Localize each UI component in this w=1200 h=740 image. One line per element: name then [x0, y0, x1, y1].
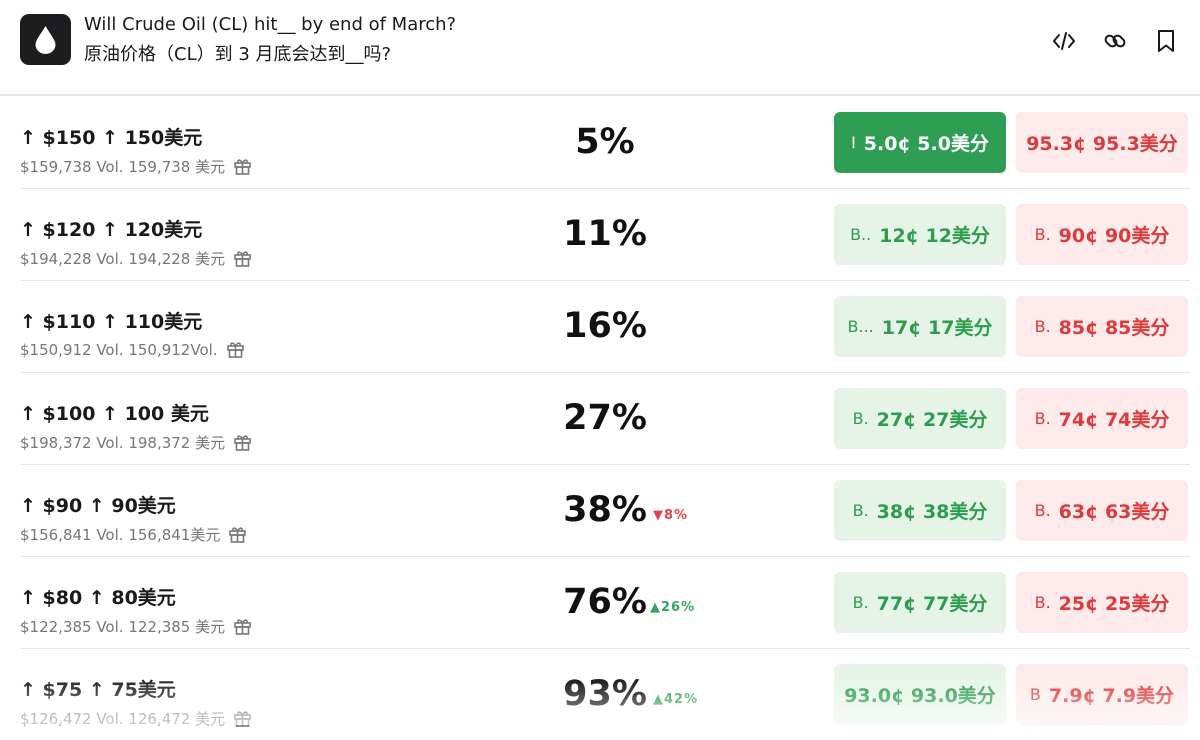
buy-yes-prefix: B. — [852, 409, 869, 428]
market-row[interactable]: ↑ $100 ↑ 100 美元 $198,372 Vol. 198,372 美元… — [20, 372, 1190, 465]
strike-label: ↑ $90 ↑ 90美元 — [20, 495, 176, 517]
buy-yes-prefix: B. — [852, 593, 869, 612]
buy-yes-price: 12¢ 12美分 — [879, 225, 990, 247]
buy-yes-prefix: I — [851, 133, 856, 152]
strike-label: ↑ $100 ↑ 100 美元 — [20, 403, 209, 425]
market-row[interactable]: ↑ $110 ↑ 110美元 $150,912 Vol. 150,912Vol.… — [20, 280, 1190, 373]
buy-yes-button[interactable]: B. 27¢ 27美分 — [834, 388, 1006, 449]
buy-no-button[interactable]: B 7.9¢ 7.9美分 — [1016, 664, 1188, 725]
buy-yes-price: 17¢ 17美分 — [881, 317, 993, 339]
volume-text: $150,912 Vol. 150,912Vol. — [20, 340, 245, 359]
buy-no-button[interactable]: B. 90¢ 90美分 — [1016, 204, 1188, 265]
buy-no-price: 85¢ 85美分 — [1058, 317, 1170, 339]
market-title-translation: 原油价格（CL）到 3 月底会达到__吗? — [84, 44, 392, 65]
oil-drop-icon — [35, 26, 56, 54]
change-indicator: ▲26% — [650, 600, 696, 615]
market-header: Will Crude Oil (CL) hit__ by end of Marc… — [0, 0, 1200, 96]
volume-text: $122,385 Vol. 122,385 美元 — [20, 616, 252, 637]
market-row[interactable]: ↑ $120 ↑ 120美元 $194,228 Vol. 194,228 美元 … — [20, 188, 1190, 281]
change-indicator: ▲42% — [653, 692, 699, 707]
gift-icon[interactable] — [226, 340, 245, 359]
buy-yes-price: 93.0¢ 93.0美分 — [844, 685, 996, 707]
buy-no-button[interactable]: B. 74¢ 74美分 — [1016, 388, 1188, 449]
volume-text: $198,372 Vol. 198,372 美元 — [20, 432, 252, 453]
buy-yes-prefix: B. — [852, 501, 869, 520]
volume-value: $122,385 Vol. 122,385 美元 — [20, 618, 226, 636]
buy-yes-prefix: B... — [847, 317, 874, 336]
buy-yes-price: 5.0¢ 5.0美分 — [863, 133, 989, 155]
strike-label: ↑ $110 ↑ 110美元 — [20, 311, 203, 333]
buy-yes-price: 27¢ 27美分 — [876, 409, 988, 431]
volume-text: $126,472 Vol. 126,472 美元 — [20, 708, 252, 729]
volume-value: $159,738 Vol. 159,738 美元 — [20, 158, 226, 176]
buy-no-prefix: B. — [1034, 501, 1051, 520]
buy-yes-button[interactable]: B. 77¢ 77美分 — [834, 572, 1006, 633]
strike-label: ↑ $75 ↑ 75美元 — [20, 679, 176, 701]
volume-value: $194,228 Vol. 194,228 美元 — [20, 250, 226, 268]
buy-no-button[interactable]: B. 25¢ 25美分 — [1016, 572, 1188, 633]
probability: 11% — [563, 214, 647, 254]
buy-yes-price: 38¢ 38美分 — [876, 501, 988, 523]
strike-label: ↑ $150 ↑ 150美元 — [20, 127, 203, 149]
link-icon[interactable] — [1102, 28, 1128, 54]
buy-no-prefix: B — [1029, 685, 1041, 704]
gift-icon[interactable] — [233, 157, 252, 176]
market-title: Will Crude Oil (CL) hit__ by end of Marc… — [84, 14, 457, 35]
volume-value: $198,372 Vol. 198,372 美元 — [20, 434, 226, 452]
gift-icon[interactable] — [233, 709, 252, 728]
embed-icon[interactable] — [1051, 28, 1077, 54]
market-row[interactable]: ↑ $90 ↑ 90美元 $156,841 Vol. 156,841美元 38%… — [20, 464, 1190, 557]
volume-value: $150,912 Vol. 150,912Vol. — [20, 340, 218, 359]
gift-icon[interactable] — [233, 617, 252, 636]
change-indicator: ▼8% — [653, 508, 689, 523]
buy-yes-button[interactable]: 93.0¢ 93.0美分 — [834, 664, 1006, 725]
volume-text: $159,738 Vol. 159,738 美元 — [20, 156, 252, 177]
buy-no-button[interactable]: 95.3¢ 95.3美分 — [1016, 112, 1188, 173]
gift-icon[interactable] — [233, 249, 252, 268]
buy-yes-button[interactable]: B.. 12¢ 12美分 — [834, 204, 1006, 265]
market-row[interactable]: ↑ $150 ↑ 150美元 $159,738 Vol. 159,738 美元 … — [20, 96, 1190, 189]
buy-no-price: 95.3¢ 95.3美分 — [1026, 133, 1178, 155]
strike-label: ↑ $120 ↑ 120美元 — [20, 219, 203, 241]
buy-yes-price: 77¢ 77美分 — [876, 593, 988, 615]
buy-yes-prefix: B.. — [850, 225, 872, 244]
probability: 5% — [575, 122, 635, 162]
probability: 76% — [563, 582, 647, 622]
buy-no-prefix: B. — [1034, 225, 1051, 244]
buy-yes-button[interactable]: I 5.0¢ 5.0美分 — [834, 112, 1006, 173]
probability: 16% — [563, 306, 647, 346]
buy-no-prefix: B. — [1034, 409, 1051, 428]
buy-yes-button[interactable]: B... 17¢ 17美分 — [834, 296, 1006, 357]
volume-value: $156,841 Vol. 156,841美元 — [20, 526, 221, 544]
buy-no-price: 25¢ 25美分 — [1058, 593, 1170, 615]
buy-no-price: 63¢ 63美分 — [1058, 501, 1170, 523]
probability: 38% — [563, 490, 647, 530]
buy-no-price: 7.9¢ 7.9美分 — [1048, 685, 1175, 707]
buy-yes-button[interactable]: B. 38¢ 38美分 — [834, 480, 1006, 541]
buy-no-prefix: B. — [1034, 317, 1051, 336]
oil-drop-logo — [20, 14, 71, 65]
volume-text: $156,841 Vol. 156,841美元 — [20, 524, 247, 545]
market-row[interactable]: ↑ $75 ↑ 75美元 $126,472 Vol. 126,472 美元 93… — [20, 648, 1190, 740]
volume-value: $126,472 Vol. 126,472 美元 — [20, 710, 226, 728]
buy-no-prefix: B. — [1034, 593, 1051, 612]
market-row[interactable]: ↑ $80 ↑ 80美元 $122,385 Vol. 122,385 美元 76… — [20, 556, 1190, 649]
gift-icon[interactable] — [233, 433, 252, 452]
buy-no-price: 90¢ 90美分 — [1058, 225, 1170, 247]
gift-icon[interactable] — [228, 525, 247, 544]
buy-no-price: 74¢ 74美分 — [1058, 409, 1170, 431]
volume-text: $194,228 Vol. 194,228 美元 — [20, 248, 252, 269]
buy-no-button[interactable]: B. 63¢ 63美分 — [1016, 480, 1188, 541]
probability: 27% — [563, 398, 647, 438]
buy-no-button[interactable]: B. 85¢ 85美分 — [1016, 296, 1188, 357]
strike-label: ↑ $80 ↑ 80美元 — [20, 587, 176, 609]
bookmark-icon[interactable] — [1153, 28, 1179, 54]
